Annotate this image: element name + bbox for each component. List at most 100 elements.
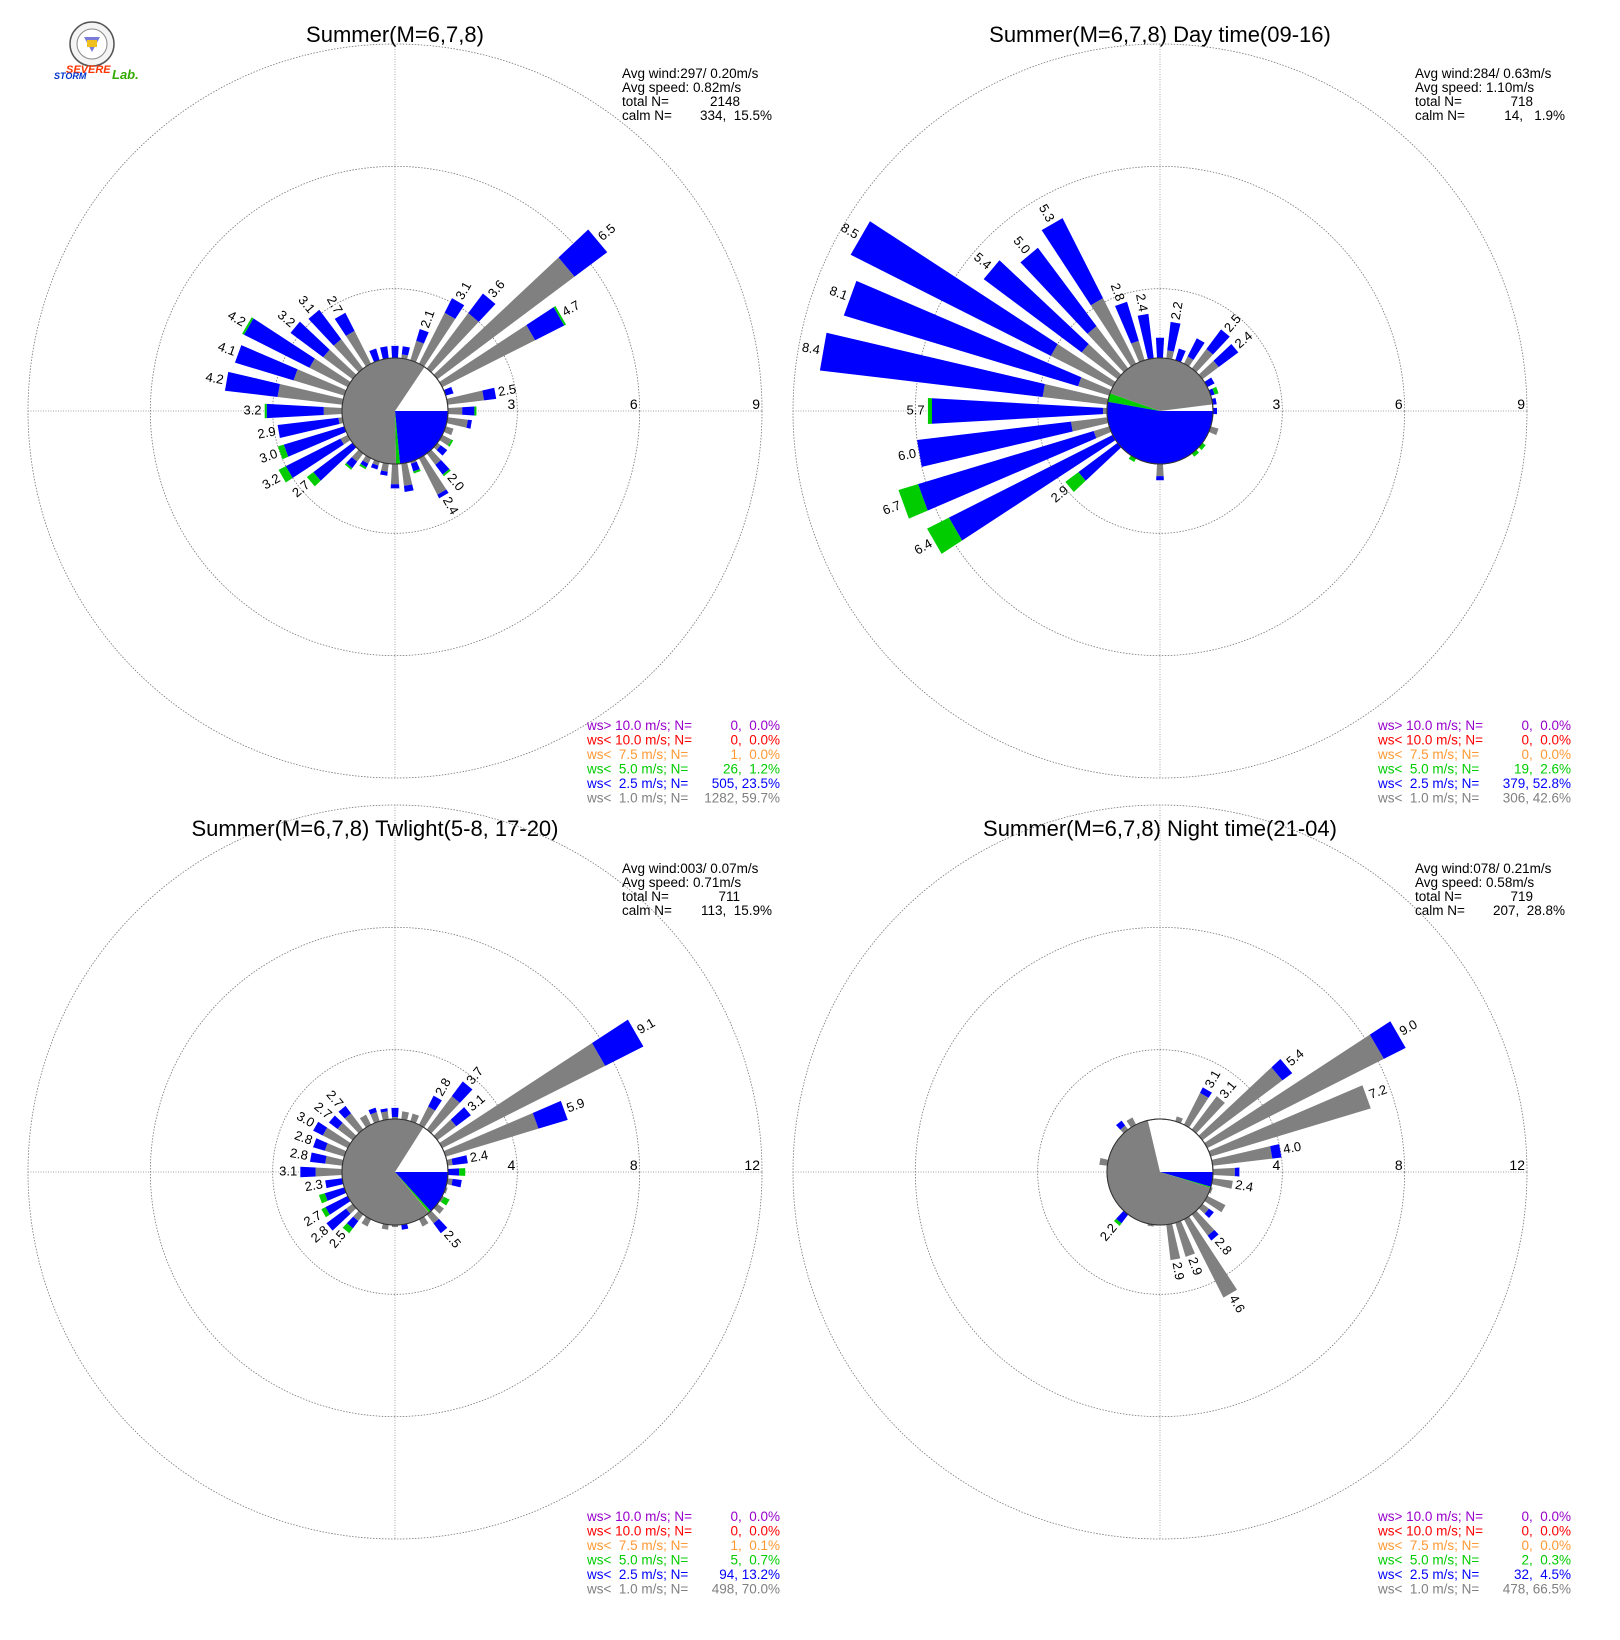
- sector-value-label: 7.2: [1367, 1081, 1389, 1101]
- sector-segment-lt1: [433, 442, 441, 451]
- sector-value-label: 3.2: [259, 470, 282, 492]
- sector-segment-lt2_5: [346, 457, 358, 469]
- grid-ring: [149, 165, 641, 657]
- sector-bar: [391, 1107, 399, 1120]
- sector-segment-lt2_5: [1187, 338, 1205, 360]
- panel-title: Summer(M=6,7,8) Day time(09-16): [989, 22, 1331, 47]
- legend-label-lt7_5: ws< 7.5 m/s; N=: [586, 1538, 688, 1553]
- sector-segment-lt2_5: [437, 489, 449, 499]
- legend-label-gt10: ws> 10.0 m/s; N=: [1377, 1509, 1483, 1524]
- sector-segment-lt1: [340, 434, 351, 445]
- speed-legend: ws> 10.0 m/s; N= 0, 0.0% ws< 10.0 m/s; N= 0…: [586, 718, 780, 806]
- sector-value-label: 6.0: [897, 446, 917, 464]
- ring-tick-label: 6: [630, 396, 638, 412]
- sector-bar: [426, 1081, 473, 1134]
- sector-value-label: 3.2: [275, 307, 298, 330]
- sector-bar: [390, 463, 400, 489]
- legend-value-lt7_5: 0, 0.0%: [1521, 1538, 1571, 1553]
- sector-bar: [224, 371, 344, 405]
- sector-segment-lt5: [1113, 1218, 1122, 1226]
- sector-segment-lt2_5: [428, 1095, 442, 1111]
- calm-circle-outline: [1106, 357, 1214, 465]
- sector-segment-lt5: [553, 306, 567, 326]
- pie-slice-lt1: [1107, 1120, 1211, 1226]
- sector-bar: [426, 1210, 448, 1234]
- legend-value-lt7_5: 1, 0.0%: [730, 747, 780, 762]
- stat-calm-value: 334, 15.5%: [700, 108, 772, 123]
- sector-value-label: 2.9: [1170, 1261, 1188, 1281]
- stat-calm-label: calm N=: [622, 108, 672, 123]
- sector-bar: [1065, 442, 1122, 492]
- sector-segment-lt1: [439, 325, 536, 388]
- sector-bar: [1183, 1216, 1238, 1298]
- pie-slice-lt1: [1110, 358, 1213, 411]
- sector-segment-lt1: [446, 1178, 453, 1186]
- ring-tick-label: 8: [1395, 1157, 1403, 1173]
- sector-bar: [1198, 1203, 1214, 1219]
- sector-segment-lt5: [474, 406, 477, 416]
- sector-bar: [368, 1107, 380, 1124]
- sector-bar: [1208, 1187, 1213, 1194]
- legend-value-lt2_5: 94, 13.2%: [719, 1567, 780, 1582]
- seal-crown-icon: [87, 40, 97, 47]
- sector-value-label: 6.4: [911, 536, 934, 558]
- legend-label-lt5: ws< 5.0 m/s; N=: [1377, 1553, 1479, 1568]
- sector-bar: [443, 1100, 568, 1157]
- panel-title: Summer(M=6,7,8): [306, 22, 484, 47]
- sector-bar: [277, 426, 347, 460]
- sector-bar: [426, 293, 496, 373]
- sector-bar: [1208, 1085, 1371, 1157]
- sector-segment-lt1: [418, 312, 456, 367]
- sector-bar: [338, 1105, 364, 1134]
- sector-bar: [1156, 463, 1164, 481]
- sector-value-label: 2.4: [1232, 328, 1255, 351]
- sector-segment-lt2_5: [1041, 218, 1104, 306]
- sector-segment-lt2_5: [462, 406, 475, 416]
- legend-label-lt10: ws< 10.0 m/s; N=: [1377, 733, 1483, 748]
- sector-bar: [308, 309, 364, 373]
- grid-ring: [914, 165, 1406, 657]
- sector-value-label: 2.3: [304, 1176, 324, 1194]
- sector-segment-lt1: [418, 1106, 436, 1128]
- legend-label-lt7_5: ws< 7.5 m/s; N=: [586, 747, 688, 762]
- legend-value-lt2_5: 32, 4.5%: [1514, 1567, 1571, 1582]
- sector-segment-lt2_5: [243, 318, 315, 368]
- sector-bar: [328, 1115, 357, 1141]
- sector-segment-lt2_5: [1207, 1229, 1219, 1241]
- sector-bar: [391, 345, 399, 359]
- sector-segment-lt1: [426, 313, 479, 373]
- sector-segment-lt2_5: [843, 280, 1082, 387]
- sector-segment-lt2_5: [313, 1138, 328, 1151]
- legend-value-lt7_5: 0, 0.0%: [1521, 747, 1571, 762]
- sector-segment-lt1: [381, 1223, 389, 1230]
- legend-label-lt10: ws< 10.0 m/s; N=: [586, 733, 692, 748]
- sector-bar: [321, 1195, 351, 1218]
- sector-value-label: 4.2: [225, 307, 248, 329]
- sector-segment-lt2_5: [1020, 247, 1097, 334]
- sector-value-label: 2.5: [326, 1227, 349, 1250]
- pie-slice-lt2_5: [1160, 1172, 1213, 1187]
- sector-value-label: 4.6: [1226, 1292, 1248, 1315]
- sector-segment-lt1: [1103, 407, 1108, 415]
- stat-total-value: 719: [1510, 889, 1533, 904]
- sector-value-label: 2.8: [289, 1145, 309, 1163]
- sector-value-label: 5.4: [971, 249, 994, 272]
- pie-slice-lt1: [342, 1119, 429, 1225]
- sector-value-label: 2.5: [497, 381, 517, 399]
- legend-value-lt5: 19, 2.6%: [1514, 762, 1571, 777]
- sector-bar: [401, 346, 410, 360]
- sector-segment-lt1: [346, 1203, 357, 1214]
- sector-bar: [898, 426, 1112, 519]
- sector-bar: [234, 345, 347, 396]
- sector-segment-lt1: [1081, 344, 1122, 380]
- sector-segment-lt2_5: [324, 1187, 347, 1201]
- legend-label-gt10: ws> 10.0 m/s; N=: [586, 718, 692, 733]
- sector-bar: [1116, 1120, 1129, 1134]
- sector-segment-lt1: [1099, 1158, 1109, 1166]
- panel-title: Summer(M=6,7,8) Twlight(5-8, 17-20): [191, 816, 558, 841]
- sector-segment-lt5: [242, 317, 254, 335]
- sector-segment-lt2_5: [224, 371, 280, 397]
- wind-rose-panel-night: Summer(M=6,7,8) Night time(21-04)4 8 123.1…: [792, 804, 1571, 1597]
- stat-avg-wind: Avg wind:078/ 0.21m/s: [1415, 861, 1552, 876]
